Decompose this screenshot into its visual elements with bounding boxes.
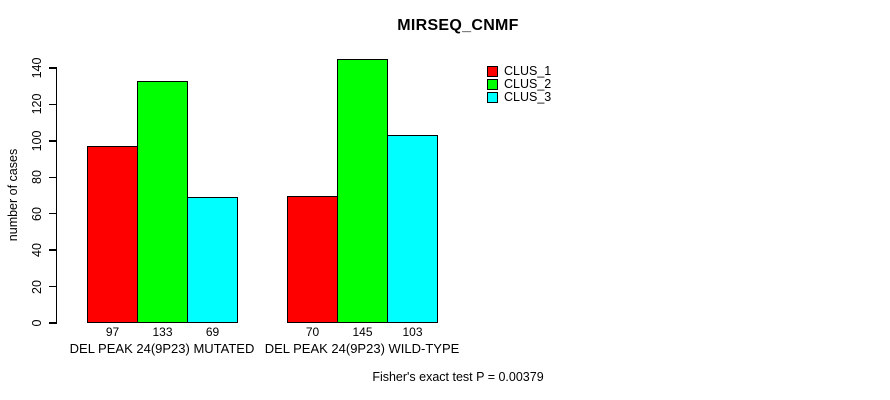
y-axis-tick bbox=[48, 322, 56, 324]
y-tick-label-40: 40 bbox=[30, 243, 44, 258]
chart-title: MIRSEQ_CNMF bbox=[397, 17, 519, 34]
legend-label: CLUS_3 bbox=[504, 90, 552, 104]
bar-value-label: 145 bbox=[352, 325, 373, 339]
legend-item-clus_1: CLUS_1 bbox=[487, 65, 551, 78]
legend-swatch-icon bbox=[487, 79, 498, 90]
y-axis-tick bbox=[48, 212, 56, 215]
y-axis-tick bbox=[48, 249, 56, 251]
legend-item-clus_3: CLUS_3 bbox=[487, 91, 551, 104]
y-tick-label-20: 20 bbox=[30, 279, 44, 294]
y-tick-label-100: 100 bbox=[30, 130, 44, 152]
y-axis-tick bbox=[48, 103, 56, 106]
bar-value-label: 133 bbox=[152, 325, 173, 339]
legend-swatch-icon bbox=[487, 66, 498, 77]
bar-clus_3-group1 bbox=[187, 197, 238, 323]
legend-label: CLUS_2 bbox=[504, 77, 552, 91]
y-axis-tick bbox=[48, 67, 56, 69]
legend-swatch-icon bbox=[487, 92, 498, 103]
x-group-label-2: DEL PEAK 24(9P23) WILD-TYPE bbox=[264, 341, 460, 356]
stat-annotation: Fisher's exact test P = 0.00379 bbox=[372, 370, 544, 384]
bar-value-label: 70 bbox=[305, 325, 320, 339]
x-group-label-1: DEL PEAK 24(9P23) MUTATED bbox=[69, 341, 255, 356]
legend: CLUS_1 CLUS_2 CLUS_3 bbox=[487, 65, 551, 104]
bar-value-label: 97 bbox=[105, 325, 120, 339]
y-axis-title: number of cases bbox=[6, 148, 20, 242]
bar-clus_2-group2 bbox=[337, 58, 388, 323]
y-axis-tick bbox=[48, 140, 56, 142]
y-axis-tick bbox=[48, 176, 56, 179]
bar-clus_2-group1 bbox=[137, 80, 188, 323]
y-axis-tick bbox=[48, 285, 56, 288]
legend-item-clus_2: CLUS_2 bbox=[487, 78, 551, 91]
y-axis-line bbox=[55, 67, 57, 324]
legend-label: CLUS_1 bbox=[504, 64, 552, 78]
bar-value-label: 103 bbox=[402, 325, 423, 339]
bar-clus_1-group1 bbox=[87, 146, 138, 323]
y-tick-label-80: 80 bbox=[30, 170, 44, 185]
bar-clus_1-group2 bbox=[287, 195, 338, 323]
bar-clus_3-group2 bbox=[387, 135, 438, 323]
y-tick-label-120: 120 bbox=[30, 93, 44, 115]
y-tick-label-0: 0 bbox=[30, 319, 44, 327]
bar-value-label: 69 bbox=[205, 325, 220, 339]
y-tick-label-140: 140 bbox=[30, 57, 44, 79]
y-tick-label-60: 60 bbox=[30, 206, 44, 221]
